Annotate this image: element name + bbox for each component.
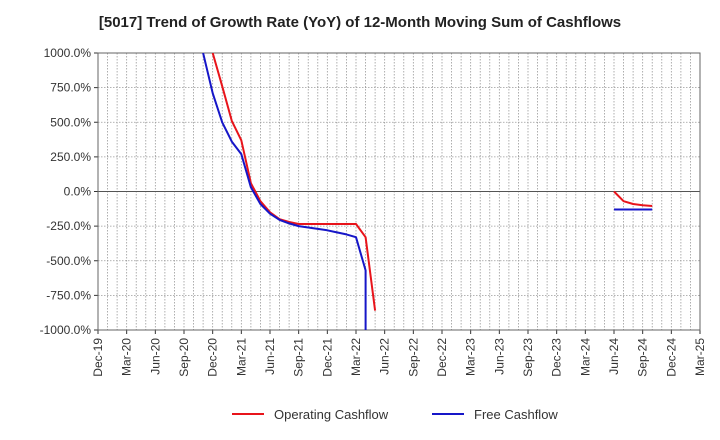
y-tick-label: -250.0% (46, 219, 91, 233)
x-tick-label: Mar-25 (693, 338, 707, 376)
grid-layer (97, 52, 701, 331)
x-tick-label: Jun-24 (607, 338, 621, 375)
x-tick-label: Sep-23 (521, 338, 535, 377)
y-tick-label: 500.0% (50, 115, 91, 129)
x-tick-label: Dec-23 (550, 338, 564, 377)
x-tick-label: Dec-19 (91, 338, 105, 377)
legend-label: Free Cashflow (474, 407, 558, 422)
y-tick-label: -1000.0% (40, 323, 92, 337)
x-tick-label: Mar-22 (349, 338, 363, 376)
x-tick-label: Dec-24 (664, 338, 678, 377)
x-tick-label: Sep-24 (636, 338, 650, 377)
legend: Operating Cashflow Free Cashflow (232, 407, 558, 422)
legend-label: Operating Cashflow (274, 407, 389, 422)
series-line-free-cashflow (202, 53, 367, 330)
y-tick-label: 1000.0% (44, 46, 92, 60)
series-layer (202, 53, 653, 330)
axis-layer: 1000.0% 750.0% 500.0% 250.0% 0.0% -250.0% -500… (40, 46, 707, 377)
x-tick-label: Mar-23 (464, 338, 478, 376)
x-tick-label: Jun-21 (263, 338, 277, 375)
x-tick-label: Mar-20 (120, 338, 134, 376)
plot-border (97, 52, 701, 331)
y-tick-label: -750.0% (46, 288, 91, 302)
y-tick-label: 750.0% (50, 81, 91, 95)
x-tick-label: Dec-21 (320, 338, 334, 377)
series-line-operating-cashflow (211, 53, 377, 311)
chart-title: [5017] Trend of Growth Rate (YoY) of 12-… (98, 14, 622, 31)
x-tick-label: Jun-20 (148, 338, 162, 375)
x-tick-label: Jun-23 (492, 338, 506, 375)
series-line-operating-cashflow (613, 190, 653, 207)
x-tick-label: Sep-22 (406, 338, 420, 377)
x-tick-label: Dec-20 (206, 338, 220, 377)
y-tick-label: 0.0% (64, 185, 92, 199)
x-tick-label: Mar-21 (234, 338, 248, 376)
y-tick-label: 250.0% (50, 150, 91, 164)
x-tick-label: Sep-21 (292, 338, 306, 377)
x-tick-label: Sep-20 (177, 338, 191, 377)
y-tick-label: -500.0% (46, 254, 91, 268)
x-tick-label: Mar-24 (578, 338, 592, 376)
x-tick-label: Jun-22 (378, 338, 392, 375)
x-tick-label: Dec-22 (435, 338, 449, 377)
